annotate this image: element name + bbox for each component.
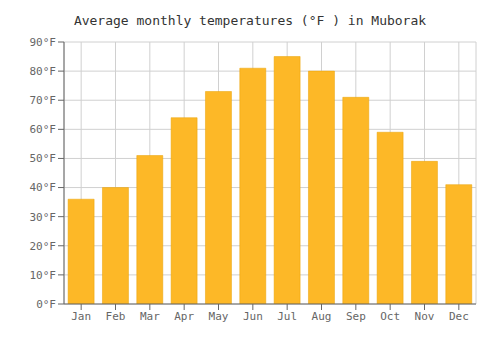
svg-text:30°F: 30°F [30, 211, 57, 224]
svg-text:60°F: 60°F [30, 123, 57, 136]
svg-text:May: May [209, 310, 229, 323]
svg-text:Jan: Jan [71, 310, 91, 323]
svg-text:80°F: 80°F [30, 65, 57, 78]
svg-text:0°F: 0°F [36, 298, 56, 311]
svg-text:Aug: Aug [312, 310, 332, 323]
svg-text:Feb: Feb [106, 310, 126, 323]
svg-text:Nov: Nov [415, 310, 435, 323]
svg-text:20°F: 20°F [30, 240, 57, 253]
svg-text:Apr: Apr [174, 310, 194, 323]
svg-text:Jul: Jul [277, 310, 297, 323]
svg-text:Dec: Dec [449, 310, 469, 323]
svg-text:Sep: Sep [346, 310, 366, 323]
svg-text:Jun: Jun [243, 310, 263, 323]
svg-text:70°F: 70°F [30, 94, 57, 107]
svg-text:Oct: Oct [380, 310, 400, 323]
html-text:Average monthly temperatures (: Average monthly temperatures (°F ) in Mu… [73, 13, 427, 28]
svg-text:Mar: Mar [140, 310, 160, 323]
svg-text:10°F: 10°F [30, 269, 57, 282]
svg-text:90°F: 90°F [30, 36, 57, 49]
svg-text:40°F: 40°F [30, 181, 57, 194]
svg-text:50°F: 50°F [30, 152, 57, 165]
